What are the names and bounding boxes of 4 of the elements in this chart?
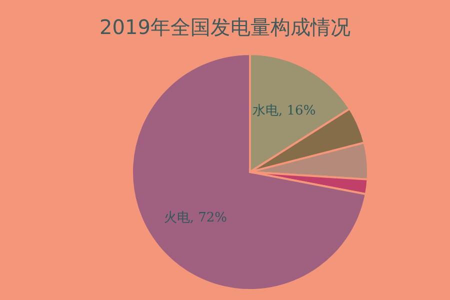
pie-slice xyxy=(131,53,367,291)
slice-label: 火电, 72% xyxy=(164,210,228,226)
slice-label: 水电, 16% xyxy=(252,104,316,119)
chart-title: 2019年全国发电量构成情况 xyxy=(100,15,350,39)
